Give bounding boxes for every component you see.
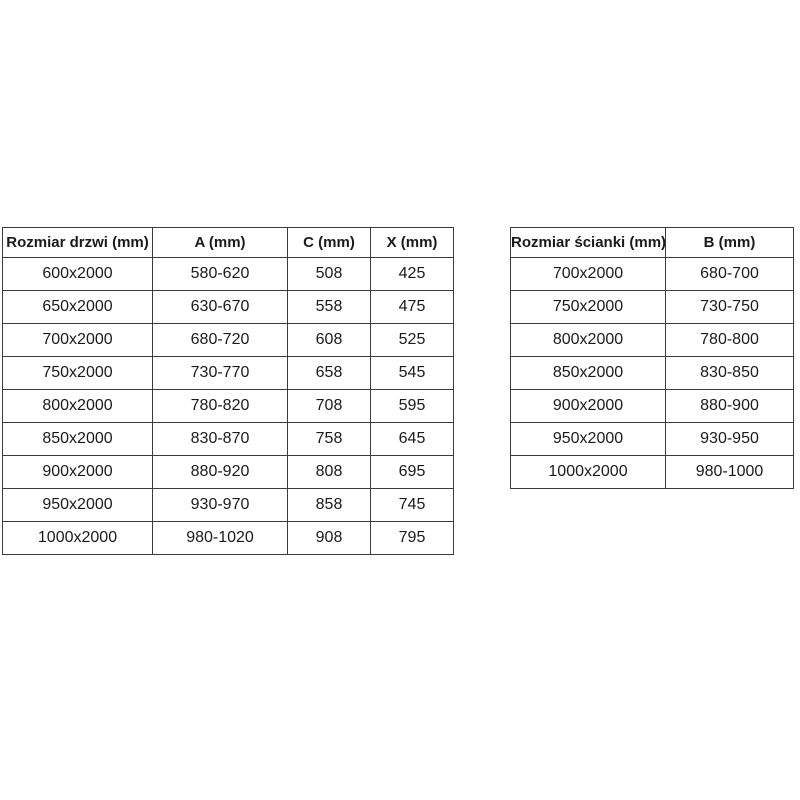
doors-table-cell: 830-870 <box>152 422 288 456</box>
doors-table-cell: 908 <box>287 521 371 555</box>
doors-table-row: 700x2000 680-720 608 525 <box>2 323 454 357</box>
doors-header-row: Rozmiar drzwi (mm) A (mm) C (mm) X (mm) <box>2 227 454 258</box>
wall-header-row: Rozmiar ścianki (mm) B (mm) <box>510 227 794 258</box>
doors-table-cell: 595 <box>370 389 454 423</box>
doors-table-cell: 645 <box>370 422 454 456</box>
wall-table-row: 900x2000 880-900 <box>510 389 794 423</box>
wall-table-cell: 800x2000 <box>510 323 666 357</box>
wall-table-row: 950x2000 930-950 <box>510 422 794 456</box>
wall-size-spec-table: Rozmiar ścianki (mm) B (mm) 700x2000 680-7… <box>510 227 794 489</box>
doors-table-row: 1000x2000 980-1020 908 795 <box>2 521 454 555</box>
doors-table-cell: 858 <box>287 488 371 522</box>
doors-table-cell: 930-970 <box>152 488 288 522</box>
doors-table-cell: 658 <box>287 356 371 390</box>
doors-table-cell: 700x2000 <box>2 323 153 357</box>
doors-column-header: A (mm) <box>152 227 288 258</box>
doors-table-cell: 758 <box>287 422 371 456</box>
doors-table-cell: 475 <box>370 290 454 324</box>
doors-table-cell: 900x2000 <box>2 455 153 489</box>
doors-table-row: 900x2000 880-920 808 695 <box>2 455 454 489</box>
wall-table-cell: 1000x2000 <box>510 455 666 489</box>
doors-table-cell: 800x2000 <box>2 389 153 423</box>
doors-table-row: 750x2000 730-770 658 545 <box>2 356 454 390</box>
wall-table-cell: 830-850 <box>665 356 794 390</box>
wall-table-cell: 780-800 <box>665 323 794 357</box>
doors-table-cell: 525 <box>370 323 454 357</box>
doors-table-row: 850x2000 830-870 758 645 <box>2 422 454 456</box>
doors-table-cell: 950x2000 <box>2 488 153 522</box>
door-size-spec-table: Rozmiar drzwi (mm) A (mm) C (mm) X (mm) 600… <box>2 227 454 555</box>
wall-table-cell: 750x2000 <box>510 290 666 324</box>
wall-table-row: 750x2000 730-750 <box>510 290 794 324</box>
wall-column-header: B (mm) <box>665 227 794 258</box>
doors-table-cell: 980-1020 <box>152 521 288 555</box>
doors-table-row: 650x2000 630-670 558 475 <box>2 290 454 324</box>
doors-table-cell: 558 <box>287 290 371 324</box>
wall-table-cell: 700x2000 <box>510 257 666 291</box>
doors-table-row: 950x2000 930-970 858 745 <box>2 488 454 522</box>
doors-table-cell: 1000x2000 <box>2 521 153 555</box>
doors-table-cell: 795 <box>370 521 454 555</box>
doors-table-cell: 425 <box>370 257 454 291</box>
doors-table-cell: 708 <box>287 389 371 423</box>
wall-table-row: 1000x2000 980-1000 <box>510 455 794 489</box>
wall-table-cell: 850x2000 <box>510 356 666 390</box>
doors-table-cell: 780-820 <box>152 389 288 423</box>
doors-table-cell: 608 <box>287 323 371 357</box>
wall-table-row: 800x2000 780-800 <box>510 323 794 357</box>
wall-table-cell: 900x2000 <box>510 389 666 423</box>
wall-table-cell: 980-1000 <box>665 455 794 489</box>
wall-table-cell: 680-700 <box>665 257 794 291</box>
doors-column-header: C (mm) <box>287 227 371 258</box>
doors-table-cell: 600x2000 <box>2 257 153 291</box>
doors-table-cell: 650x2000 <box>2 290 153 324</box>
wall-column-header: Rozmiar ścianki (mm) <box>510 227 666 258</box>
doors-table-cell: 730-770 <box>152 356 288 390</box>
doors-table-cell: 750x2000 <box>2 356 153 390</box>
wall-table-cell: 730-750 <box>665 290 794 324</box>
wall-table-cell: 950x2000 <box>510 422 666 456</box>
doors-table-cell: 580-620 <box>152 257 288 291</box>
wall-table-cell: 930-950 <box>665 422 794 456</box>
doors-table-cell: 745 <box>370 488 454 522</box>
doors-table-cell: 630-670 <box>152 290 288 324</box>
doors-table-cell: 545 <box>370 356 454 390</box>
doors-table-cell: 695 <box>370 455 454 489</box>
doors-table-cell: 880-920 <box>152 455 288 489</box>
doors-table-cell: 508 <box>287 257 371 291</box>
doors-column-header: X (mm) <box>370 227 454 258</box>
doors-table-cell: 680-720 <box>152 323 288 357</box>
doors-table-row: 800x2000 780-820 708 595 <box>2 389 454 423</box>
doors-table-cell: 808 <box>287 455 371 489</box>
wall-table-cell: 880-900 <box>665 389 794 423</box>
wall-table-row: 700x2000 680-700 <box>510 257 794 291</box>
wall-table-row: 850x2000 830-850 <box>510 356 794 390</box>
doors-column-header: Rozmiar drzwi (mm) <box>2 227 153 258</box>
doors-table-cell: 850x2000 <box>2 422 153 456</box>
doors-table-row: 600x2000 580-620 508 425 <box>2 257 454 291</box>
